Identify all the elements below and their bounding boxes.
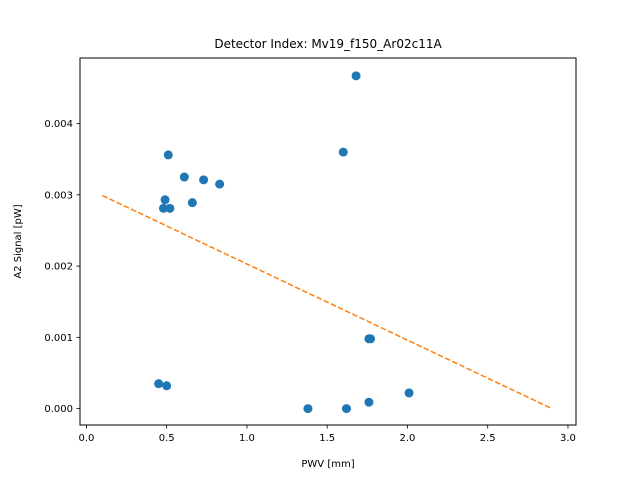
y-axis-label: A2 Signal [pW] [13,204,24,278]
plot-area [102,71,553,414]
y-tick-label: 0.002 [44,262,73,273]
data-point [364,334,374,344]
data-point [199,175,209,185]
data-point [154,379,164,389]
data-point [364,397,374,407]
y-tick-label: 0.003 [44,190,73,201]
data-point [165,203,175,213]
x-axis: 0.0 0.5 1.0 1.5 2.0 2.5 3.0 [78,425,576,444]
data-point [163,150,173,160]
data-point [338,147,348,157]
x-tick-label: 2.5 [480,433,496,444]
x-tick-label: 0.5 [159,433,175,444]
y-tick-label: 0.000 [44,404,73,415]
data-point [215,179,225,189]
fit-line [102,194,553,410]
data-point [162,381,172,391]
y-tick-label: 0.001 [44,333,73,344]
data-point [179,172,189,182]
y-tick-label: 0.004 [44,119,73,130]
x-tick-label: 0.0 [78,433,94,444]
x-axis-label: PWV [mm] [301,459,354,470]
x-tick-label: 1.5 [319,433,335,444]
data-point [341,404,351,414]
data-point [404,388,414,398]
data-point [158,203,168,213]
data-point [303,404,313,414]
x-tick-label: 1.0 [239,433,255,444]
chart-title: Detector Index: Mv19_f150_Ar02c11A [214,37,442,51]
x-tick-label: 3.0 [560,433,576,444]
y-axis: 0.000 0.001 0.002 0.003 0.004 [44,119,80,415]
data-point [187,198,197,208]
data-point [160,195,170,205]
data-point [351,71,361,81]
axes-frame [79,57,577,426]
x-tick-label: 2.0 [400,433,416,444]
